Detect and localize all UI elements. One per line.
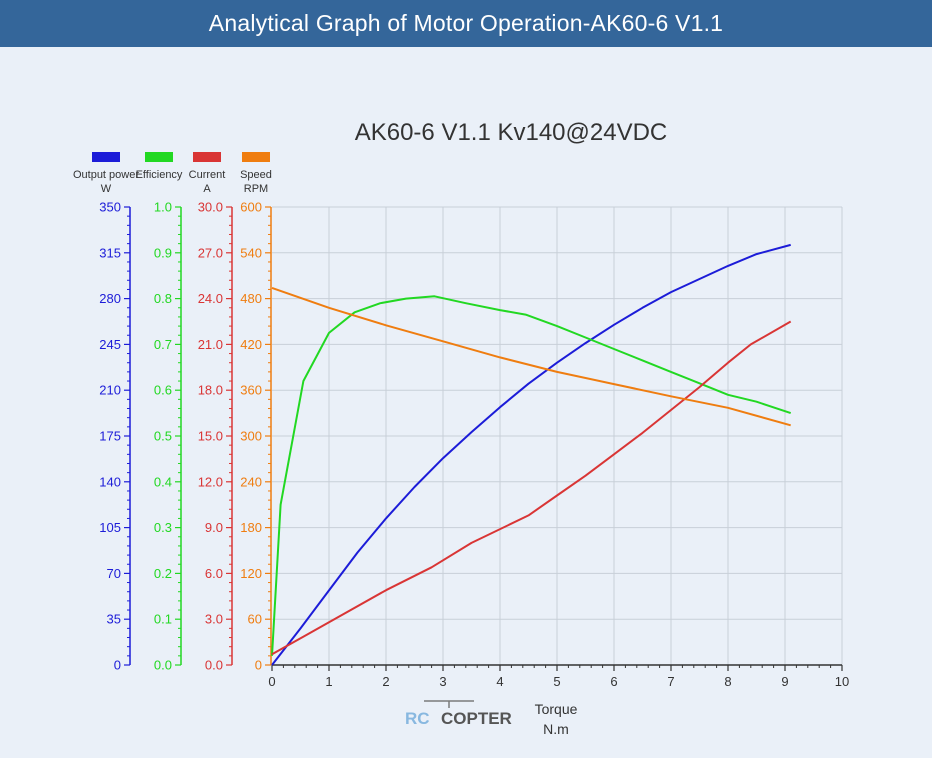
speed-series-line — [271, 286, 791, 427]
power-series-line — [271, 243, 791, 666]
watermark-rc: RC — [405, 709, 430, 728]
watermark-copter: COPTER — [441, 709, 512, 728]
speed-tick-label: 0 — [255, 658, 262, 673]
x-tick-label: 2 — [382, 674, 389, 689]
speed-tick-label: 180 — [240, 520, 262, 535]
x-tick-label: 8 — [724, 674, 731, 689]
current-legend-swatch — [193, 152, 221, 162]
rc-copter-logo: RC COPTER — [405, 700, 512, 728]
efficiency-tick-label: 0.9 — [154, 245, 172, 260]
x-tick-label: 7 — [667, 674, 674, 689]
x-tick-label: 9 — [781, 674, 788, 689]
legend: Output power W Efficiency Current A Speed RPM — [73, 152, 272, 195]
x-tick-label: 5 — [553, 674, 560, 689]
efficiency-tick-label: 0.1 — [154, 612, 172, 627]
power-tick-label: 70 — [107, 566, 121, 581]
chart-title: AK60-6 V1.1 Kv140@24VDC — [355, 119, 668, 146]
x-tick-label: 0 — [268, 674, 275, 689]
efficiency-tick-label: 0.8 — [154, 291, 172, 306]
current-tick-label: 12.0 — [198, 474, 223, 489]
speed-tick-label: 360 — [240, 383, 262, 398]
motor-chart: AK60-6 V1.1 Kv140@24VDC 0357010514017521… — [73, 119, 849, 737]
power-tick-label: 245 — [99, 337, 121, 352]
speed-tick-label: 480 — [240, 291, 262, 306]
current-axis-label: Current — [189, 169, 226, 181]
efficiency-tick-label: 0.5 — [154, 429, 172, 444]
current-tick-label: 21.0 — [198, 337, 223, 352]
current-tick-label: 15.0 — [198, 429, 223, 444]
power-axis-label: W — [101, 183, 112, 195]
efficiency-tick-label: 0.0 — [154, 658, 172, 673]
efficiency-tick-label: 0.2 — [154, 566, 172, 581]
efficiency-tick-label: 0.4 — [154, 474, 172, 489]
current-tick-label: 9.0 — [205, 520, 223, 535]
efficiency-tick-label: 0.6 — [154, 383, 172, 398]
x-tick-label: 3 — [439, 674, 446, 689]
x-axis: 0 1 2 3 4 5 6 7 8 9 10 Torque N.m — [268, 664, 849, 737]
power-axis-label: Output power — [73, 169, 139, 181]
power-tick-label: 315 — [99, 245, 121, 260]
x-axis-label: Torque — [535, 701, 578, 717]
current-tick-label: 30.0 — [198, 200, 223, 215]
page-title: Analytical Graph of Motor Operation-AK60… — [208, 10, 724, 36]
efficiency-series-line — [271, 295, 792, 656]
current-tick-label: 0.0 — [205, 658, 223, 673]
current-tick-label: 27.0 — [198, 245, 223, 260]
speed-tick-label: 120 — [240, 566, 262, 581]
speed-tick-label: 240 — [240, 474, 262, 489]
x-tick-label: 1 — [325, 674, 332, 689]
speed-axis-label: Speed — [240, 169, 272, 181]
power-tick-label: 210 — [99, 383, 121, 398]
current-series-line — [271, 320, 792, 656]
power-tick-label: 280 — [99, 291, 121, 306]
power-tick-label: 175 — [99, 429, 121, 444]
power-tick-label: 105 — [99, 520, 121, 535]
power-tick-label: 350 — [99, 200, 121, 215]
speed-tick-label: 600 — [240, 200, 262, 215]
efficiency-tick-label: 0.7 — [154, 337, 172, 352]
power-tick-label: 140 — [99, 474, 121, 489]
efficiency-tick-label: 1.0 — [154, 200, 172, 215]
speed-tick-label: 60 — [248, 612, 262, 627]
speed-tick-label: 540 — [240, 245, 262, 260]
page-header: Analytical Graph of Motor Operation-AK60… — [0, 0, 932, 47]
power-tick-label: 0 — [114, 658, 121, 673]
speed-legend-swatch — [242, 152, 270, 162]
x-tick-label: 10 — [835, 674, 849, 689]
current-tick-label: 6.0 — [205, 566, 223, 581]
chart-area: AK60-6 V1.1 Kv140@24VDC 0 35 70 105 140 175 21… — [0, 47, 932, 753]
efficiency-axis-label: Efficiency — [136, 169, 183, 181]
speed-axis-label: RPM — [244, 183, 268, 195]
x-tick-label: 6 — [610, 674, 617, 689]
power-legend-swatch — [92, 152, 120, 162]
y-axes: 0 35 70 105 140 175 210 245 280 315 350 0.0 0.1 0.2 0.… — [99, 200, 272, 673]
speed-tick-label: 300 — [240, 429, 262, 444]
x-tick-label: 4 — [496, 674, 503, 689]
series-lines — [271, 243, 792, 666]
power-tick-label: 35 — [107, 612, 121, 627]
current-tick-label: 18.0 — [198, 383, 223, 398]
current-tick-label: 24.0 — [198, 291, 223, 306]
current-axis-label: A — [203, 183, 211, 195]
current-tick-label: 3.0 — [205, 612, 223, 627]
grid — [272, 206, 843, 666]
x-axis-label: N.m — [543, 721, 569, 737]
efficiency-legend-swatch — [145, 152, 173, 162]
speed-tick-label: 420 — [240, 337, 262, 352]
efficiency-tick-label: 0.3 — [154, 520, 172, 535]
